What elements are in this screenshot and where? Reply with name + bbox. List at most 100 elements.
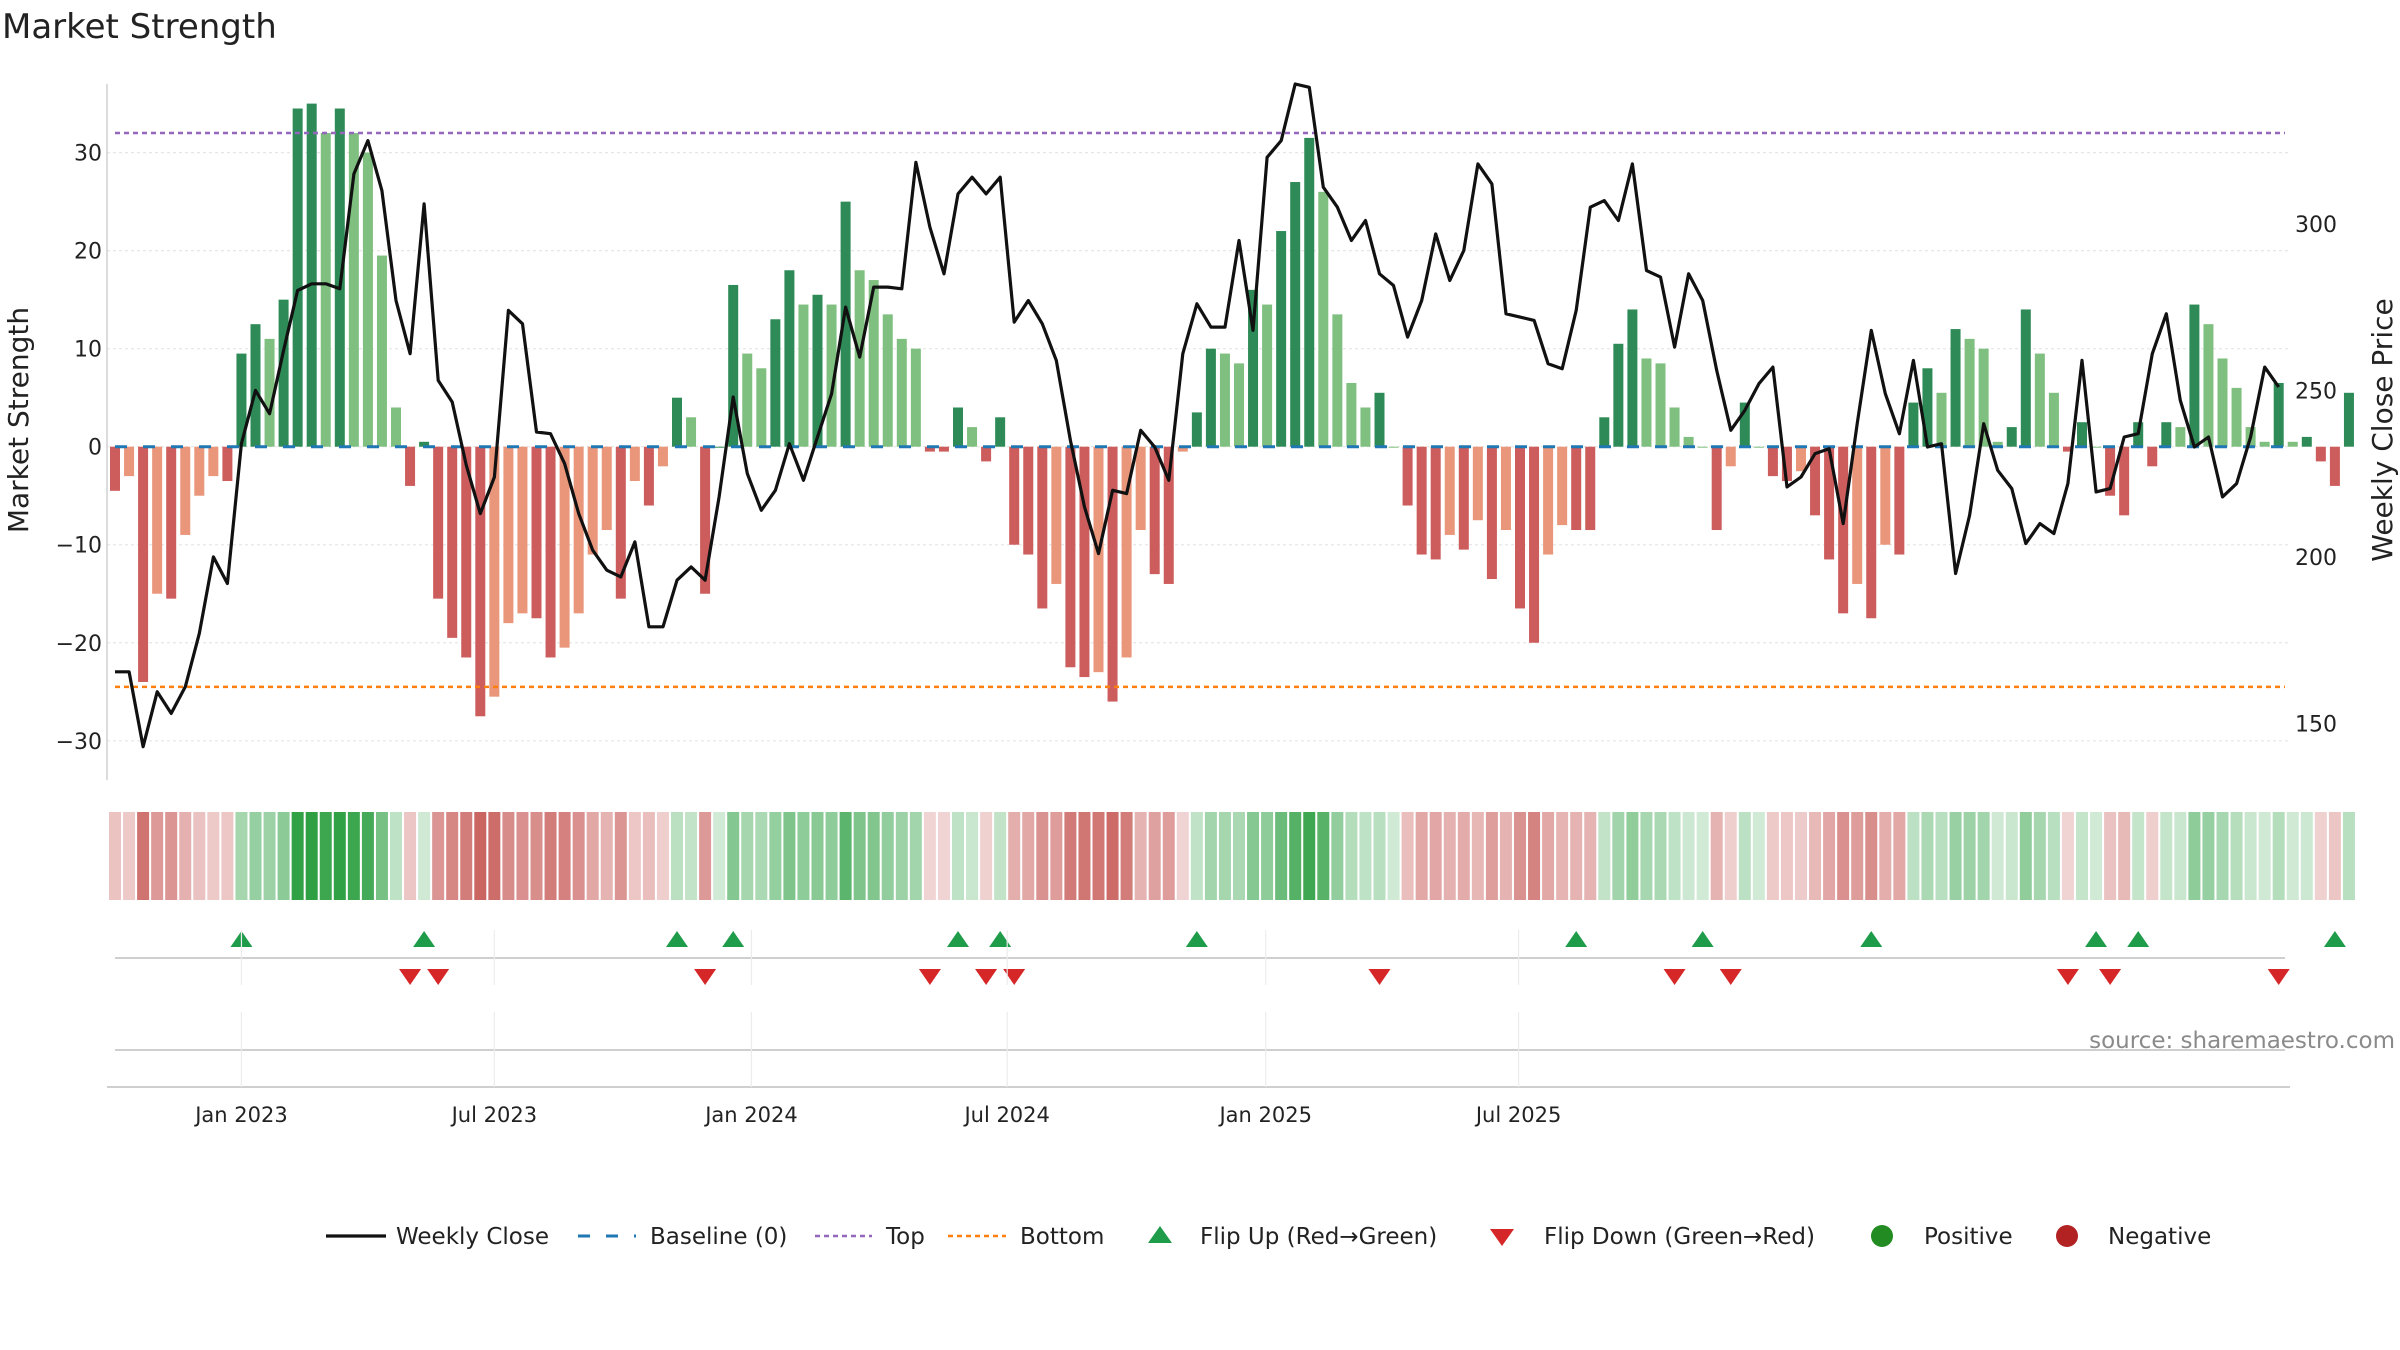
flip-down-marker bbox=[694, 969, 717, 985]
strength-bar bbox=[1304, 137, 1315, 447]
strip-cell bbox=[446, 812, 459, 900]
strength-bar bbox=[2217, 358, 2228, 447]
strength-bar bbox=[110, 446, 120, 491]
strength-bar bbox=[756, 368, 767, 447]
strength-bar bbox=[264, 338, 275, 447]
strength-bar bbox=[615, 446, 626, 599]
strength-bar bbox=[391, 407, 401, 447]
strength-bar bbox=[686, 417, 697, 447]
strength-bar bbox=[812, 294, 823, 447]
strength-bar bbox=[1500, 446, 1511, 531]
strip-cell bbox=[1823, 812, 1836, 900]
strength-bar bbox=[1711, 446, 1722, 531]
strip-cell bbox=[1584, 812, 1597, 900]
strip-cell bbox=[1542, 812, 1555, 900]
strip-cell bbox=[1598, 812, 1611, 900]
date-axis: Jan 2023 Jul 2023 Jan 2024 Jul 2024 Jan 2025… bbox=[107, 930, 2290, 1127]
price-line bbox=[115, 82, 2281, 749]
strength-bar bbox=[953, 407, 963, 447]
strip-cell bbox=[881, 812, 894, 900]
strength-bar bbox=[2315, 446, 2326, 462]
flip-up-marker bbox=[2323, 931, 2346, 947]
strength-bar bbox=[517, 446, 528, 614]
strength-bar bbox=[2301, 436, 2312, 447]
strip-cell bbox=[1963, 812, 1976, 900]
y-tick-label-right: 150 bbox=[2295, 712, 2337, 737]
strip-cell bbox=[2090, 812, 2103, 900]
strip-cell bbox=[1556, 812, 1569, 900]
strip-cell bbox=[1696, 812, 1709, 900]
strength-bar bbox=[2147, 446, 2158, 467]
legend-label-weekly-close: Weekly Close bbox=[396, 1224, 549, 1250]
strength-bar bbox=[672, 397, 682, 447]
strip-cell bbox=[727, 812, 740, 900]
strip-cell bbox=[2258, 812, 2271, 900]
legend-label-flip-up: Flip Up (Red→Green) bbox=[1200, 1224, 1437, 1250]
y-tick-label-right: 200 bbox=[2295, 546, 2337, 571]
strength-bar bbox=[1515, 446, 1525, 609]
strength-bar bbox=[320, 133, 331, 447]
strength-bar bbox=[1234, 363, 1244, 447]
strength-bar bbox=[1093, 446, 1104, 673]
flip-down-marker bbox=[1003, 969, 1026, 985]
strength-bar bbox=[1627, 309, 1638, 447]
strip-cell bbox=[952, 812, 964, 900]
strength-bar bbox=[1346, 382, 1357, 447]
strip-cell bbox=[404, 812, 417, 900]
strip-cell bbox=[1148, 812, 1161, 900]
strip-cell bbox=[755, 812, 768, 900]
strip-cell bbox=[361, 812, 374, 900]
strip-cell bbox=[1724, 812, 1737, 900]
strip-cell bbox=[923, 812, 936, 900]
strength-bar bbox=[138, 446, 149, 682]
strength-bar bbox=[475, 446, 486, 717]
strength-bar bbox=[1318, 191, 1329, 447]
strip-cell bbox=[966, 812, 979, 900]
strip-cell bbox=[1233, 812, 1245, 900]
strength-bar bbox=[1880, 446, 1891, 545]
strength-bar bbox=[208, 446, 219, 477]
strength-bar bbox=[405, 446, 416, 486]
flip-up-marker bbox=[1860, 931, 1883, 947]
strip-cell bbox=[2328, 812, 2341, 900]
strength-bar bbox=[700, 446, 711, 594]
flip-down-marker bbox=[1368, 969, 1391, 985]
flip-markers bbox=[115, 931, 2346, 985]
strip-cell bbox=[2272, 812, 2285, 900]
flip-down-marker bbox=[2267, 969, 2290, 985]
strip-cell bbox=[277, 812, 290, 900]
strip-cell bbox=[811, 812, 824, 900]
strip-cell bbox=[2216, 812, 2229, 900]
strip-cell bbox=[502, 812, 515, 900]
strip-cell bbox=[628, 812, 641, 900]
reference-lines bbox=[115, 131, 2285, 689]
strip-cell bbox=[1429, 812, 1442, 900]
strip-cell bbox=[685, 812, 698, 900]
strip-cell bbox=[2244, 812, 2257, 900]
weekly-close-line bbox=[115, 82, 2281, 749]
x-tick-label: Jul 2024 bbox=[962, 1103, 1049, 1127]
strength-bar bbox=[1894, 446, 1905, 555]
strip-cell bbox=[713, 812, 726, 900]
strip-cell bbox=[1710, 812, 1723, 900]
legend-flip-down-icon bbox=[1490, 1229, 1514, 1246]
strip-cell bbox=[1977, 812, 1990, 900]
strip-cell bbox=[530, 812, 543, 900]
strip-cell bbox=[1289, 812, 1302, 900]
strip-cell bbox=[488, 812, 501, 900]
strength-bar bbox=[2105, 446, 2116, 496]
strip-cell bbox=[2230, 812, 2243, 900]
strength-bar bbox=[2189, 304, 2200, 447]
strip-cell bbox=[2033, 812, 2046, 900]
strip-cell bbox=[151, 812, 164, 900]
strength-bar bbox=[362, 152, 373, 447]
strength-bar bbox=[657, 446, 668, 467]
strip-cell bbox=[207, 812, 220, 900]
strip-cell bbox=[2005, 812, 2018, 900]
legend-label-positive: Positive bbox=[1924, 1224, 2013, 1250]
strip-cell bbox=[572, 812, 585, 900]
strength-bar bbox=[1571, 446, 1582, 531]
strip-cell bbox=[642, 812, 655, 900]
strip-cell bbox=[1626, 812, 1639, 900]
